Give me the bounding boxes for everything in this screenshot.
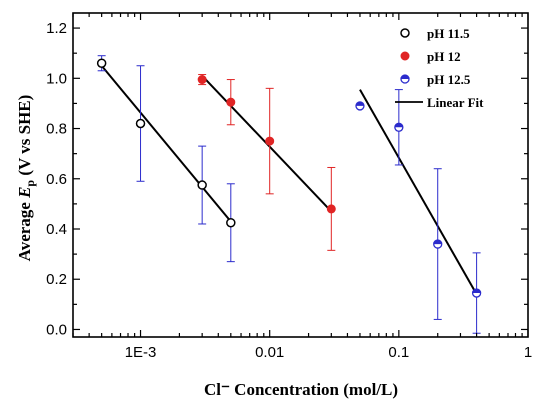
data-point (226, 97, 236, 107)
x-axis-title: Cl⁻ Concentration (mol/L) (204, 380, 398, 399)
data-point (355, 101, 365, 111)
data-point (394, 122, 404, 132)
data-point (326, 204, 336, 214)
y-axis-title: Average Ep (V vs SHE) (15, 95, 37, 262)
legend-label: Linear Fit (427, 95, 484, 110)
y-axis-title-prefix: Average (15, 198, 34, 261)
y-tick-label: 0.8 (46, 121, 67, 138)
legend-label: pH 12.5 (427, 72, 471, 87)
fit-line (100, 65, 232, 223)
data-point (433, 239, 443, 249)
x-tick-label: 0.1 (388, 344, 409, 361)
marker-fill-half (394, 123, 403, 128)
marker-fill-half (472, 289, 481, 294)
x-tick-label: 1E-3 (125, 344, 157, 361)
data-point (265, 136, 275, 146)
data-point (197, 75, 207, 85)
legend-marker (400, 51, 410, 61)
data-point (135, 118, 146, 129)
y-tick-label: 1.0 (46, 70, 67, 87)
plot-area (96, 55, 482, 334)
legend: pH 11.5 pH 12 pH 12.5 Linear Fit (395, 26, 484, 110)
marker-fill-half (355, 101, 364, 106)
y-axis-title-suffix: (V vs SHE) (15, 95, 34, 180)
marker-fill-half (433, 240, 442, 245)
marker-fill-half (401, 75, 409, 79)
y-axis-title-symbol: E (15, 187, 34, 199)
y-tick-label: 0.0 (46, 321, 67, 338)
x-tick-label: 1 (524, 344, 532, 361)
legend-marker (400, 74, 410, 84)
y-tick-label: 0.4 (46, 221, 67, 238)
series-pH-12 (197, 74, 336, 251)
data-point (471, 288, 482, 298)
legend-marker (400, 28, 410, 38)
y-tick-label: 0.2 (46, 271, 67, 288)
data-point (226, 217, 236, 228)
legend-label: pH 12 (427, 49, 461, 64)
y-tick-label: 0.6 (46, 171, 67, 188)
series-pH-11_5 (96, 55, 236, 263)
fit-line (359, 89, 478, 295)
legend-label: pH 11.5 (427, 26, 470, 41)
y-tick-label: 1.2 (46, 20, 67, 37)
data-point (197, 180, 207, 190)
series-pH-12_5 (355, 89, 482, 334)
data-point (96, 58, 107, 68)
y-axis-title-subscript: p (23, 180, 37, 187)
axes: 1E-3 0.01 0.1 1 0.0 0.2 0.4 0.6 0.8 1.0 1.2 (46, 12, 532, 361)
x-tick-label: 0.01 (255, 344, 284, 361)
plot-frame (72, 12, 529, 338)
